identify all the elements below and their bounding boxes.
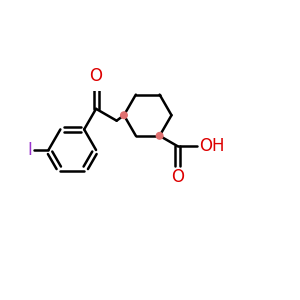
Text: OH: OH <box>199 137 224 155</box>
Text: I: I <box>27 141 32 159</box>
Circle shape <box>121 112 127 119</box>
Text: O: O <box>171 168 184 186</box>
Circle shape <box>156 133 163 139</box>
Text: O: O <box>89 67 103 85</box>
